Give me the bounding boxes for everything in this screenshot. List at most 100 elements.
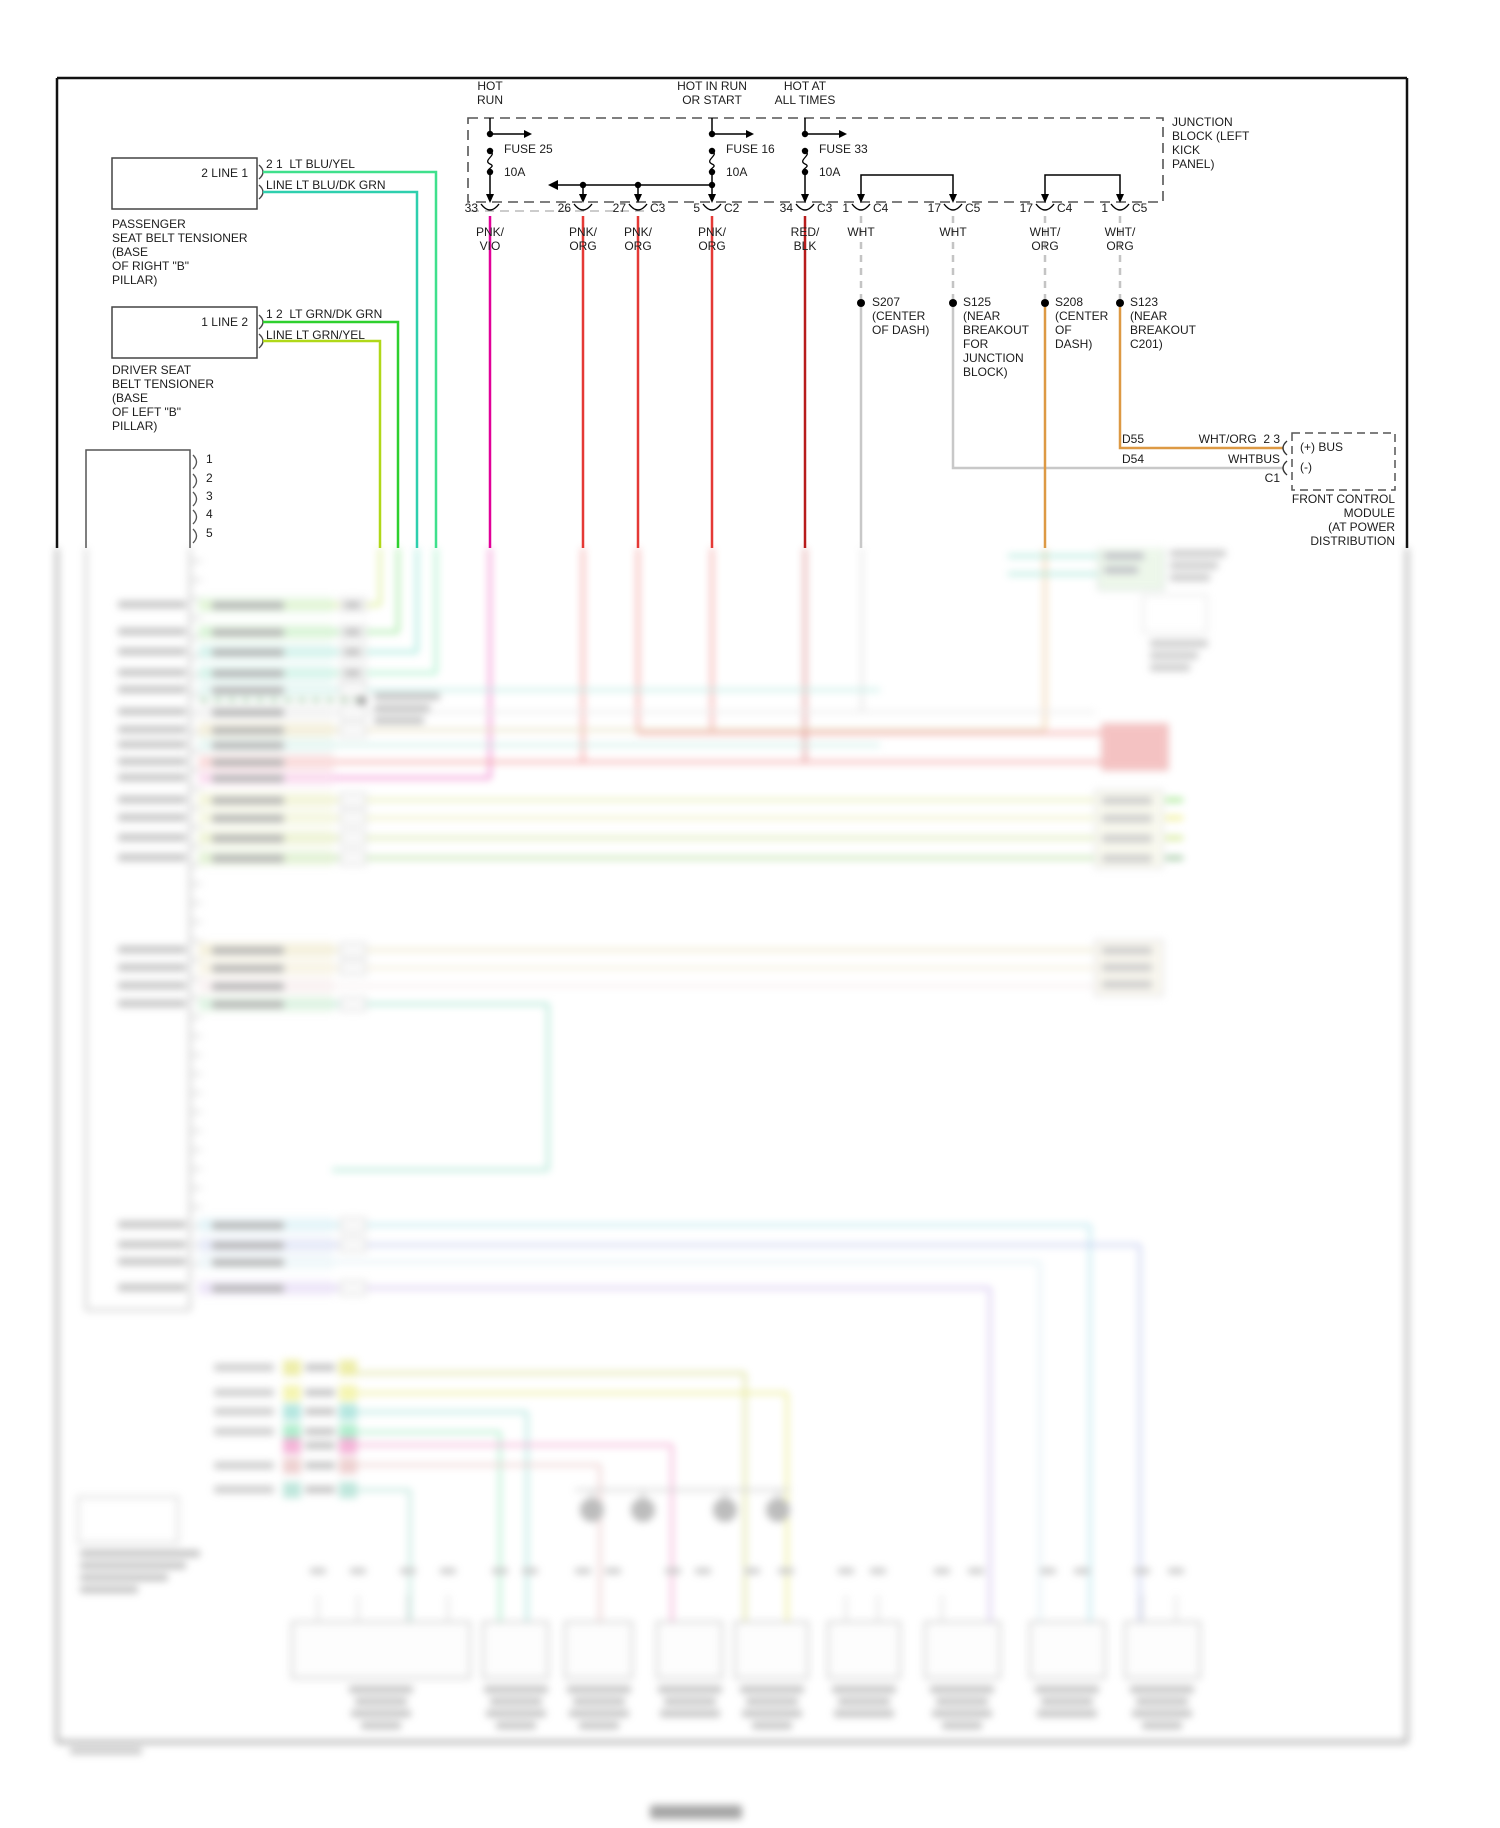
jb-pin-27-conn: C3 [650, 201, 666, 215]
blurred-row-cells [118, 597, 367, 1296]
junction-block-name-3: KICK [1172, 143, 1201, 157]
blurred-bottom-connector-columns [214, 1360, 357, 1498]
wire-color-33-1: PNK/ [475, 225, 504, 239]
driver-tensioner-caption-5: PILLAR) [112, 419, 158, 433]
passenger-tensioner-caption-5: PILLAR) [112, 273, 158, 287]
jb-pin-1c4: 1 [842, 201, 849, 215]
pin-cups [480, 203, 1130, 211]
passenger-tensioner-caption-1: PASSENGER [112, 217, 186, 231]
fuse-33-rating: 10A [819, 165, 841, 179]
front-control-module-outline [1291, 432, 1396, 491]
jb-pin-34-conn: C3 [817, 201, 833, 215]
jb-pin-17c5-conn: C5 [965, 201, 981, 215]
passenger-tensioner-wire2-label: LINE LT BLU/DK GRN [266, 178, 386, 192]
wiring-lines-blurred [55, 545, 1409, 1819]
wire-color-1c5-1: WHT/ [1104, 225, 1136, 239]
jb-pin-5-conn: C2 [724, 201, 740, 215]
wire-color-33-2: VIO [479, 239, 501, 253]
blurred-bottom-left-component [77, 1496, 200, 1593]
wire-color-5-1: PNK/ [697, 225, 726, 239]
page-border [55, 76, 1409, 548]
jb-wires [488, 216, 1283, 548]
jb-pin-34: 34 [779, 201, 793, 215]
passenger-tensioner-caption-4: OF RIGHT "B" [112, 259, 189, 273]
junction-block-name-2: BLOCK (LEFT [1172, 129, 1250, 143]
blurred-right-components [1008, 545, 1226, 997]
blurred-footer-marks [70, 1748, 742, 1819]
splice-s125-5: JUNCTION [963, 351, 1024, 365]
jb-pin-1c5-conn: C5 [1132, 201, 1148, 215]
left-connector-pin-1: 1 [206, 452, 213, 466]
wire-color-26-2: ORG [569, 239, 597, 253]
fuse-dots-and-arrows [486, 130, 1124, 203]
blurred-lower-region [0, 545, 1500, 1828]
splice-s125-4: FOR [963, 337, 989, 351]
fcm-wire-d54: WHTBUS [1228, 452, 1280, 466]
splice-s208-2: (CENTER [1055, 309, 1109, 323]
splice-s125-2: (NEAR [963, 309, 1001, 323]
wire-color-27-1: PNK/ [623, 225, 652, 239]
wire-color-27-2: ORG [624, 239, 652, 253]
splice-dots [857, 299, 1124, 307]
wire-color-26-1: PNK/ [568, 225, 597, 239]
passenger-tensioner-wire1-label: 2 1 LT BLU/YEL [266, 157, 355, 171]
jb-pin-5: 5 [693, 201, 700, 215]
power-label-hot-run-1: HOT [477, 79, 503, 93]
blurred-left-connector [85, 548, 202, 1311]
splice-s207-3: OF DASH) [872, 323, 930, 337]
splice-s123-1: S123 [1130, 295, 1159, 309]
power-label-hot-in-run-2: OR START [682, 93, 742, 107]
blurred-bottom-component-boxes [291, 1568, 1201, 1729]
fcm-pin-bus-negative: (-) [1300, 460, 1312, 474]
left-connector-pin-3: 3 [206, 489, 213, 503]
power-label-hot-run-2: RUN [477, 93, 503, 107]
left-connector-box [85, 449, 198, 548]
wire-color-34-1: RED/ [790, 225, 820, 239]
jb-pin-17c4: 17 [1019, 201, 1033, 215]
passenger-tensioner-caption-3: (BASE [112, 245, 149, 259]
blurred-bottom-wires [357, 1371, 789, 1622]
jb-pin-1c5: 1 [1101, 201, 1108, 215]
left-connector-pin-4: 4 [206, 507, 213, 521]
jb-pin-27: 27 [612, 201, 626, 215]
splice-s123-2: (NEAR [1130, 309, 1168, 323]
power-label-hot-in-run-1: HOT IN RUN [677, 79, 747, 93]
fcm-pin-d54: D54 [1122, 452, 1145, 466]
fcm-name-1: FRONT CONTROL [1291, 492, 1395, 506]
splice-s123-3: BREAKOUT [1130, 323, 1197, 337]
blurred-page-border [55, 548, 1409, 1744]
tensioner-boxes [111, 157, 264, 359]
jb-pin-26: 26 [557, 201, 571, 215]
driver-tensioner-caption-3: (BASE [112, 391, 149, 405]
wire-color-5-2: ORG [698, 239, 726, 253]
splice-s208-4: DASH) [1055, 337, 1093, 351]
wire-color-1c4: WHT [847, 225, 875, 239]
power-label-hot-at-all-times-2: ALL TIMES [774, 93, 836, 107]
fcm-pin-d55: D55 [1122, 432, 1145, 446]
blurred-speaker-symbols [575, 1489, 790, 1522]
splice-s125-1: S125 [963, 295, 992, 309]
wire-color-17c5: WHT [939, 225, 967, 239]
splice-s123-4: C201) [1130, 337, 1163, 351]
splice-s208-3: OF [1055, 323, 1072, 337]
wire-color-17c4-2: ORG [1031, 239, 1059, 253]
splice-s208-1: S208 [1055, 295, 1084, 309]
fuse-25-label: FUSE 25 [504, 142, 553, 156]
jb-pin-17c4-conn: C4 [1057, 201, 1073, 215]
splice-s207-2: (CENTER [872, 309, 926, 323]
jb-pin-17c5: 17 [927, 201, 941, 215]
fuse-16-rating: 10A [726, 165, 748, 179]
wire-color-34-2: BLK [793, 239, 817, 253]
passenger-tensioner-caption-2: SEAT BELT TENSIONER [112, 231, 248, 245]
junction-block-name-1: JUNCTION [1172, 115, 1233, 129]
tensioner-wires [263, 170, 438, 548]
blurred-wire-drops [200, 548, 1102, 780]
fcm-name-4: DISTRIBUTION [1310, 534, 1395, 548]
driver-tensioner-caption-4: OF LEFT "B" [112, 405, 181, 419]
left-connector-pin-2: 2 [206, 471, 213, 485]
driver-tensioner-caption-2: BELT TENSIONER [112, 377, 215, 391]
junction-block-outline [467, 117, 1164, 203]
driver-tensioner-box-label: 1 LINE 2 [201, 315, 248, 329]
